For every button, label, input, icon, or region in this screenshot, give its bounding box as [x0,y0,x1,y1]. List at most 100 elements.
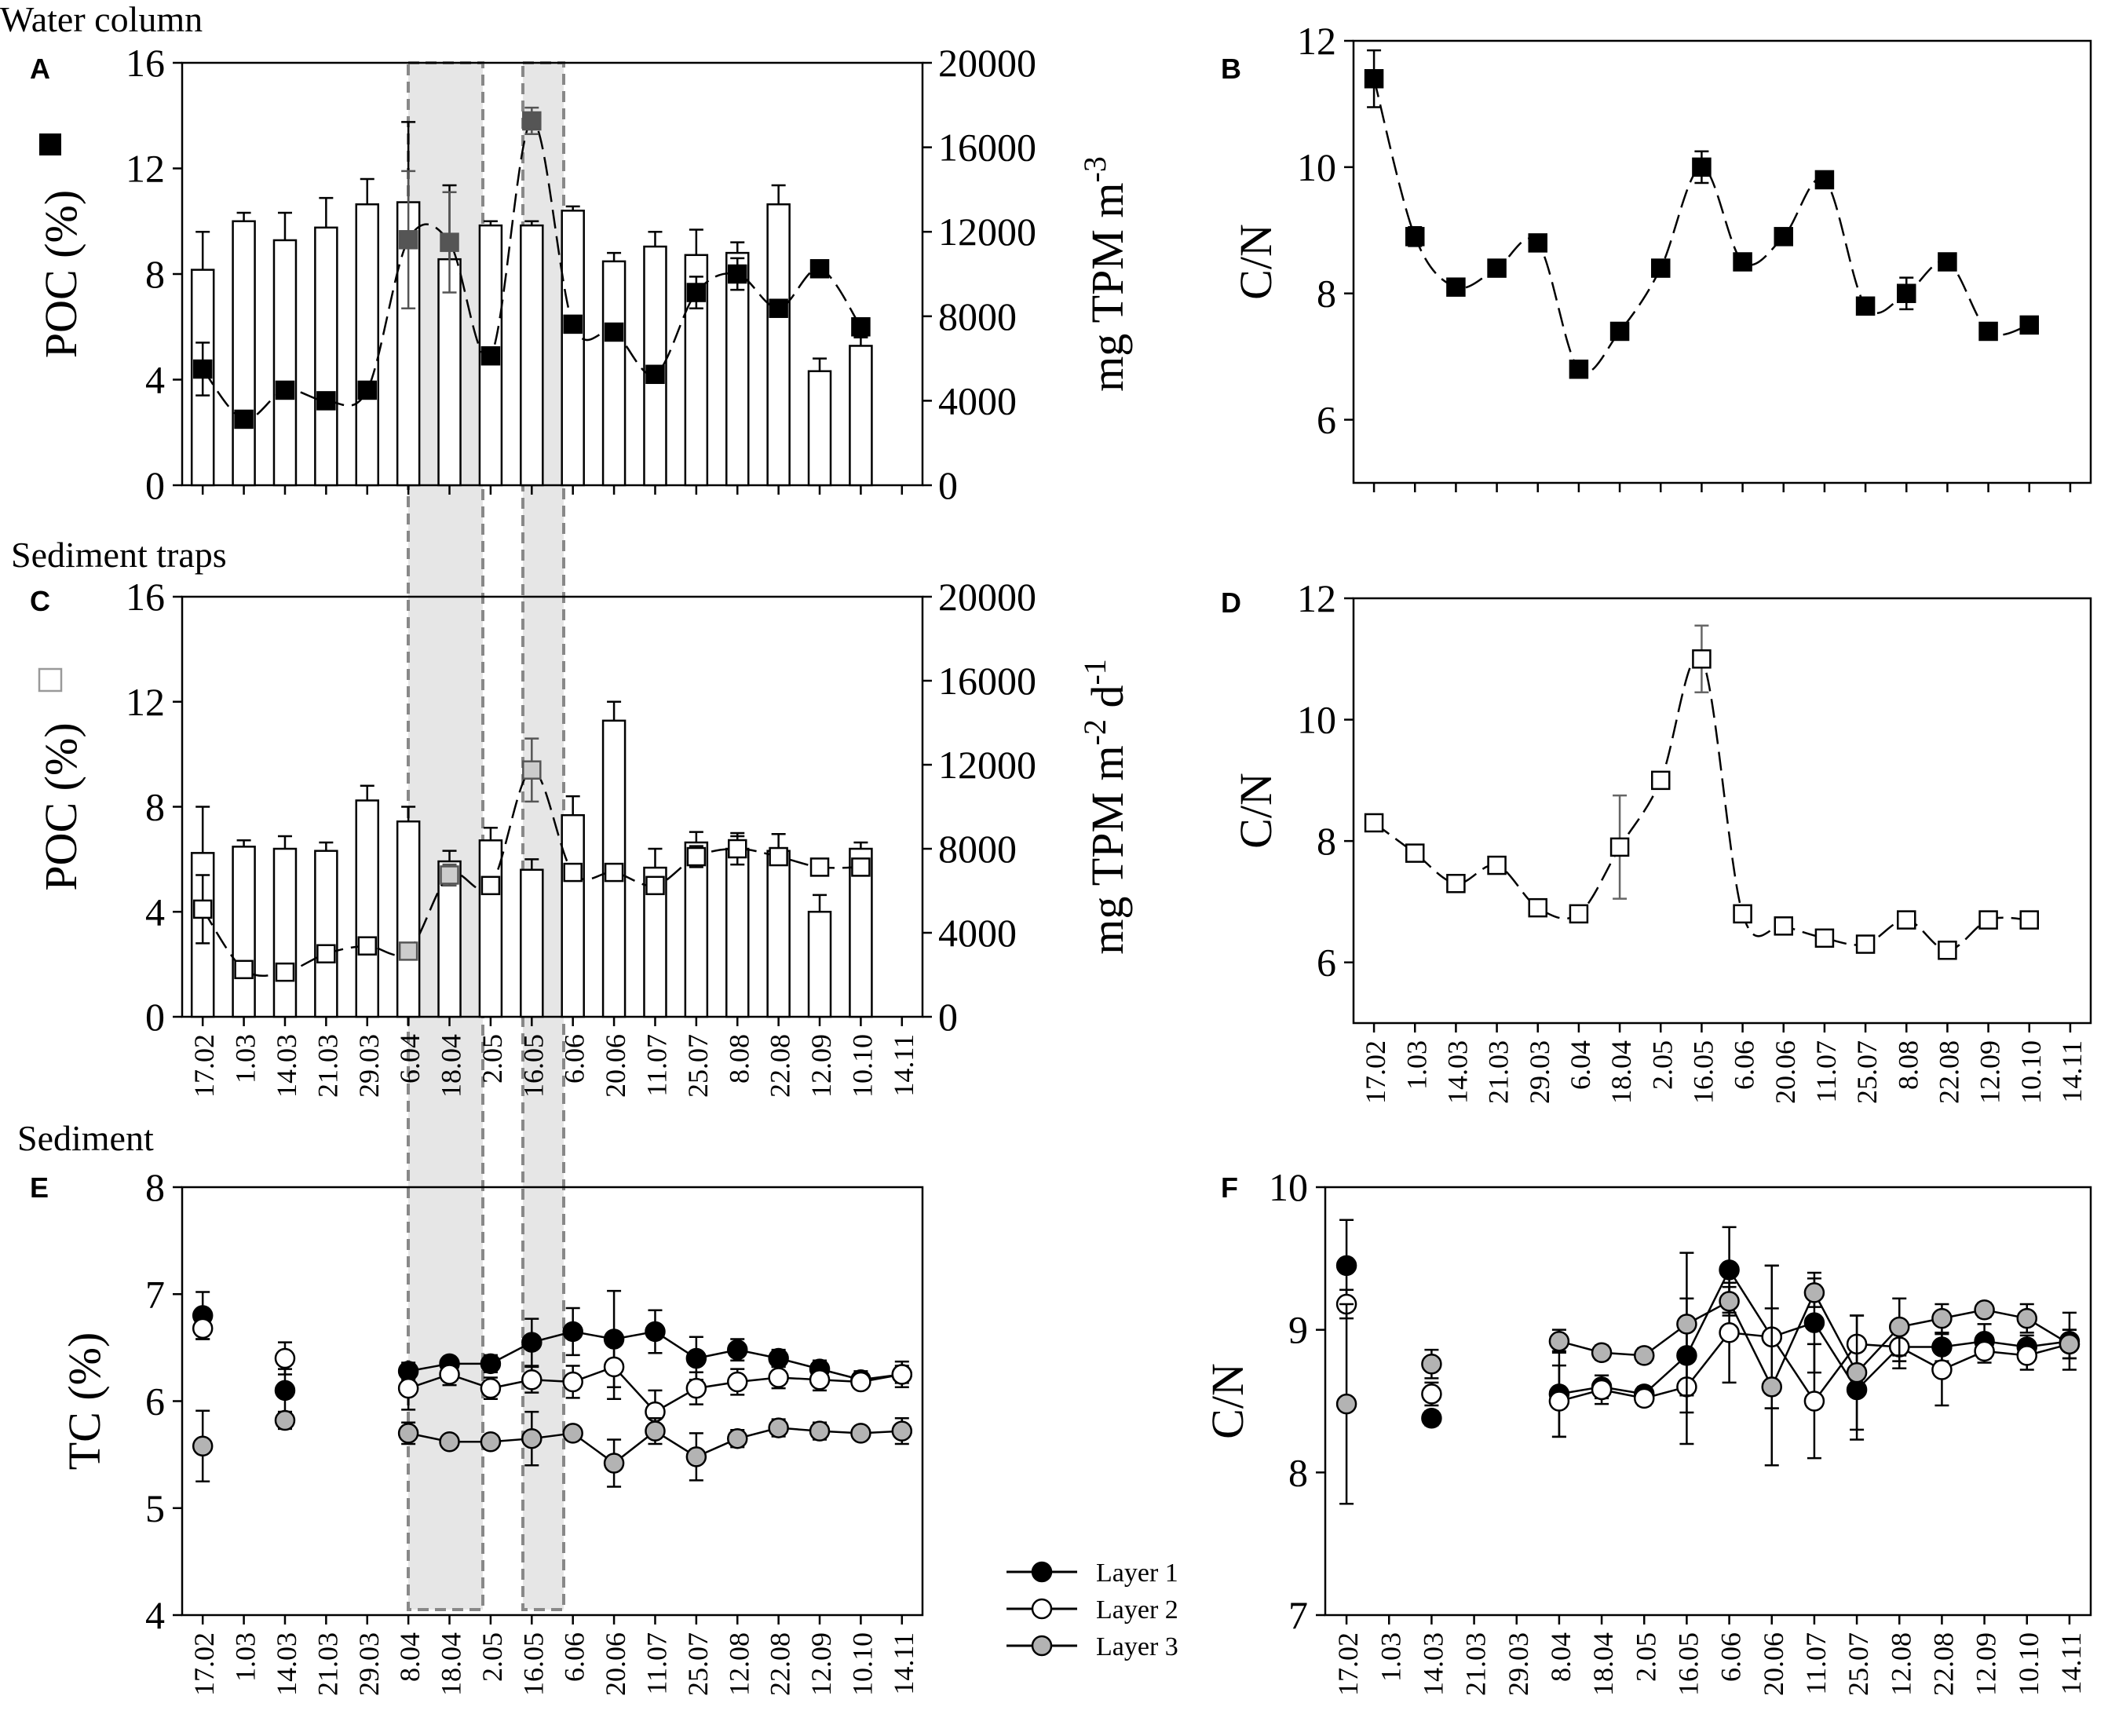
panel-c-xtick-label: 16.05 [517,1034,549,1098]
panel-f-xtick-label: 20.06 [1758,1632,1789,1696]
panel-d-ytick-label: 8 [1317,819,1336,863]
panel-a-poc-marker [563,314,583,334]
panel-e-xtick-label: 14.11 [888,1632,919,1695]
panel-c-xtick-label: 29.03 [353,1034,385,1098]
panel-c-xtick-label: 8.08 [723,1034,754,1084]
panel-f-xtick-label: 21.03 [1460,1632,1492,1696]
panel-c-poc-marker [440,865,459,885]
panel-letter-d: D [1221,587,1241,619]
panel-d-xtick-label: 20.06 [1770,1040,1801,1104]
panel-c-poc-line [202,769,861,978]
panel-c-poc-marker [851,857,871,877]
panel-f-marker-3 [1676,1314,1697,1335]
panel-c-poc-marker [769,846,788,867]
panel-f-marker-3 [1846,1361,1868,1383]
panel-d-marker [1938,941,1957,960]
panel-c-poc-marker [398,941,418,961]
panel-e-marker-3 [727,1427,748,1449]
panel-b-marker [1446,277,1466,297]
panel-b-marker [1609,321,1630,342]
panel-c-poc-marker [234,959,254,980]
panel-d-ytick-label: 10 [1297,698,1336,742]
panel-a-y2label-main: mg TPM m [1082,182,1133,391]
panel-a-poc-marker [357,380,377,400]
panel-c-y2label-part: mg TPM m [1082,745,1133,954]
panel-f-xtick-label: 14.11 [2055,1632,2087,1695]
panel-f-marker-2 [1548,1391,1570,1412]
panel-e-marker-1 [645,1321,666,1343]
legend-marker-2 [1031,1598,1053,1620]
panel-a-poc-marker [480,345,501,366]
panel-d-marker [2019,910,2039,930]
panel-f-marker-2 [1974,1340,1995,1362]
panel-a-poc-marker [522,111,542,131]
panel-c-bar [520,868,544,1018]
panel-e-marker-2 [850,1371,871,1393]
panel-e-marker-2 [603,1356,625,1378]
panel-a-ytick-label: 4 [145,358,165,402]
legend-marker-1 [1031,1561,1053,1583]
panel-a-bar [272,239,298,487]
panel-e-marker-2 [274,1347,296,1369]
panel-a-bar [725,251,750,487]
panel-d-xtick-label: 6.04 [1565,1040,1596,1090]
panel-d-marker [1855,934,1876,954]
panel-e-xtick-label: 29.03 [353,1632,385,1696]
panel-d-xtick-label: 10.10 [2015,1040,2047,1104]
panel-c-ytick-label: 4 [145,890,165,934]
panel-e-xtick-label: 20.06 [600,1632,631,1696]
panel-d-marker [1897,910,1916,930]
panel-e-marker-1 [274,1380,296,1402]
panel-c-y2tick-label: 0 [938,995,958,1039]
panel-f-xtick-label: 18.04 [1587,1632,1619,1696]
panel-a-y2label-sup: -3 [1077,156,1112,182]
panel-d-frame [1352,597,2092,1025]
panel-c-poc-marker [275,962,295,982]
panel-c-xtick-label: 20.06 [600,1034,631,1098]
panel-a-ytick-label: 12 [126,147,165,191]
panel-c-bar [807,911,832,1018]
panel-e-xtick-label: 8.04 [394,1632,426,1682]
panel-a-ylabel: POC (%) [35,190,86,358]
panel-f-xtick-label: 6.06 [1715,1632,1747,1682]
panel-b-line [1372,78,2030,374]
panel-c-poc-marker [728,839,747,859]
panel-a-y2tick-label: 12000 [938,210,1036,254]
panel-e-ytick-label: 5 [145,1486,165,1530]
panel-a-poc-marker [275,380,295,400]
panel-c-bar [684,841,709,1018]
panel-e-marker-3 [603,1453,625,1474]
panel-e-marker-3 [809,1420,831,1442]
panel-a-ytick-label: 16 [126,41,165,85]
panel-c-bar [396,820,421,1018]
panel-b-marker [1774,227,1793,247]
panel-a-ytick-label: 0 [145,463,165,507]
panel-e-xtick-label: 25.07 [682,1632,714,1696]
panel-a-bar [314,226,338,487]
panel-e-marker-3 [192,1435,214,1456]
panel-c-ytick-label: 8 [145,785,165,829]
panel-c-y2label-part: -2 [1077,719,1112,745]
panel-f-marker-3 [1591,1342,1613,1363]
panel-e-ytick-label: 7 [145,1272,165,1316]
panel-e-marker-3 [850,1423,871,1444]
panel-a-bar [561,210,585,487]
panel-e-marker-3 [480,1431,502,1453]
panel-e-marker-1 [521,1332,543,1353]
panel-a-y2tick-label: 0 [938,463,958,507]
panel-c-xtick-label: 1.03 [230,1034,261,1084]
panel-f-marker-2 [1591,1379,1613,1401]
panel-c-bar [849,847,873,1018]
panel-e-marker-2 [768,1367,789,1388]
panel-e-xtick-label: 12.08 [723,1632,754,1696]
panel-a-y2tick-label: 16000 [938,126,1036,170]
panel-letter-b: B [1221,53,1241,85]
panel-a-y2tick-label: 4000 [938,378,1017,422]
panel-e-xtick-label: 16.05 [517,1632,549,1696]
panel-f-xtick-label: 8.04 [1545,1632,1576,1682]
panel-f-xtick-label: 22.08 [1927,1632,1959,1696]
panel-d-xtick-label: 25.07 [1851,1040,1883,1104]
panel-f-marker-3 [1634,1345,1655,1366]
panel-f-marker-2 [1421,1383,1442,1405]
